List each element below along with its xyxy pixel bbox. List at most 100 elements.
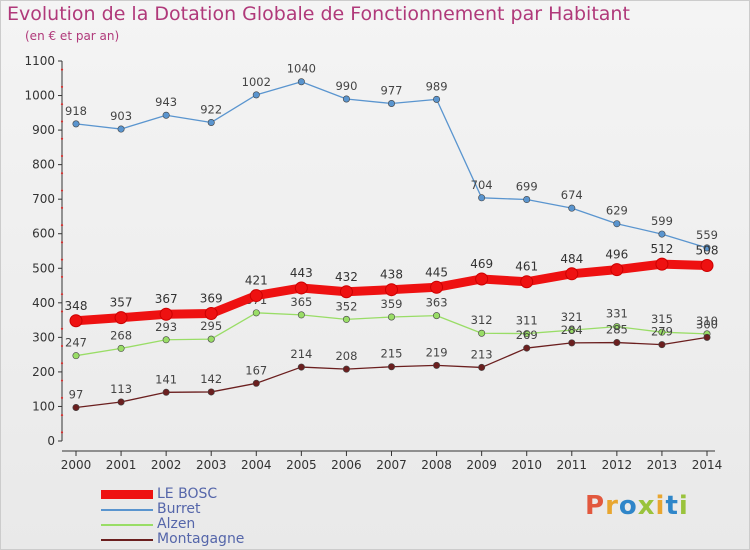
data-point xyxy=(568,339,576,347)
data-label: 352 xyxy=(335,299,357,313)
data-label: 331 xyxy=(606,307,628,321)
y-minor-tick xyxy=(60,310,64,313)
data-label: 367 xyxy=(155,292,178,306)
data-point xyxy=(703,333,711,341)
data-point xyxy=(252,379,260,387)
data-point xyxy=(433,95,441,103)
x-tick-label: 2011 xyxy=(557,458,588,472)
data-point xyxy=(433,312,441,320)
x-tick-label: 2009 xyxy=(466,458,497,472)
data-label: 461 xyxy=(515,260,538,274)
data-label: 321 xyxy=(561,310,583,324)
data-point xyxy=(339,285,353,299)
data-point xyxy=(342,315,350,323)
y-minor-tick xyxy=(60,172,64,175)
y-minor-tick xyxy=(60,206,64,209)
y-tick-label: 100 xyxy=(32,399,55,413)
x-tick-label: 2008 xyxy=(421,458,452,472)
data-label: 359 xyxy=(381,297,403,311)
y-tick-label: 400 xyxy=(32,296,55,310)
data-label: 599 xyxy=(651,214,673,228)
y-minor-tick xyxy=(60,379,64,382)
data-label: 1002 xyxy=(242,75,271,89)
data-label: 142 xyxy=(200,372,222,386)
y-tick-label: 0 xyxy=(47,434,55,448)
data-point xyxy=(114,311,128,325)
y-minor-tick xyxy=(60,189,64,192)
legend-item: Montagagne xyxy=(101,532,244,547)
logo-letter: r xyxy=(605,491,619,521)
data-point xyxy=(387,99,395,107)
x-tick-label: 2006 xyxy=(331,458,362,472)
y-tick-label: 1000 xyxy=(24,89,55,103)
data-label: 922 xyxy=(200,102,222,116)
legend-swatch xyxy=(101,538,153,541)
data-point xyxy=(565,267,579,281)
x-tick-label: 2007 xyxy=(376,458,407,472)
data-point xyxy=(523,330,531,338)
data-label: 990 xyxy=(335,79,357,93)
data-label: 903 xyxy=(110,109,132,123)
data-label: 285 xyxy=(606,323,628,337)
y-tick-label: 800 xyxy=(32,158,55,172)
data-point xyxy=(297,311,305,319)
y-minor-tick xyxy=(60,396,64,399)
data-point xyxy=(478,329,486,337)
data-point xyxy=(613,220,621,228)
data-point xyxy=(342,95,350,103)
data-point xyxy=(610,263,624,277)
data-label: 484 xyxy=(560,252,583,266)
data-point xyxy=(523,196,531,204)
data-label: 97 xyxy=(69,387,84,401)
legend-swatch xyxy=(101,508,153,511)
data-point xyxy=(162,111,170,119)
data-point xyxy=(658,328,666,336)
data-label: 674 xyxy=(561,188,583,202)
data-point xyxy=(72,120,80,128)
data-label: 357 xyxy=(110,296,133,310)
data-label: 315 xyxy=(651,312,673,326)
chart-legend: LE BOSC Burret Alzen Montagagne xyxy=(101,487,244,547)
logo-letter: i xyxy=(655,491,666,521)
y-minor-tick xyxy=(60,275,64,279)
data-label: 445 xyxy=(425,265,448,279)
data-point xyxy=(568,204,576,212)
y-minor-tick xyxy=(60,293,64,296)
data-point xyxy=(207,118,215,126)
data-label: 214 xyxy=(290,347,312,361)
data-label: 310 xyxy=(696,314,718,328)
y-tick-label: 1100 xyxy=(24,54,55,68)
data-label: 113 xyxy=(110,382,132,396)
data-point xyxy=(658,230,666,238)
data-point xyxy=(700,259,714,273)
y-tick-label: 900 xyxy=(32,123,55,137)
y-minor-tick xyxy=(60,154,64,158)
x-tick-label: 2012 xyxy=(602,458,633,472)
data-point xyxy=(655,257,669,271)
data-label: 369 xyxy=(200,292,223,306)
data-point xyxy=(475,272,489,286)
data-point xyxy=(297,363,305,371)
legend-label: Montagagne xyxy=(157,531,245,547)
legend-label: LE BOSC xyxy=(157,486,218,502)
data-label: 279 xyxy=(651,325,673,339)
data-label: 918 xyxy=(65,104,87,118)
data-label: 219 xyxy=(426,345,448,359)
data-point xyxy=(387,313,395,321)
y-minor-tick xyxy=(60,258,64,261)
x-tick-label: 2000 xyxy=(61,458,92,472)
y-tick-label: 500 xyxy=(32,261,55,275)
x-tick-label: 2002 xyxy=(151,458,182,472)
data-point xyxy=(162,388,170,396)
data-point xyxy=(294,281,308,295)
logo-letter: t xyxy=(665,491,679,521)
data-label: 989 xyxy=(426,79,448,93)
y-minor-tick xyxy=(60,103,64,106)
y-minor-tick xyxy=(60,120,64,123)
legend-swatch xyxy=(101,523,153,526)
data-point xyxy=(207,335,215,343)
chart-subtitle: (en € et par an) xyxy=(25,29,120,43)
logo-letter: o xyxy=(618,491,638,521)
logo-letter: x xyxy=(637,491,656,521)
